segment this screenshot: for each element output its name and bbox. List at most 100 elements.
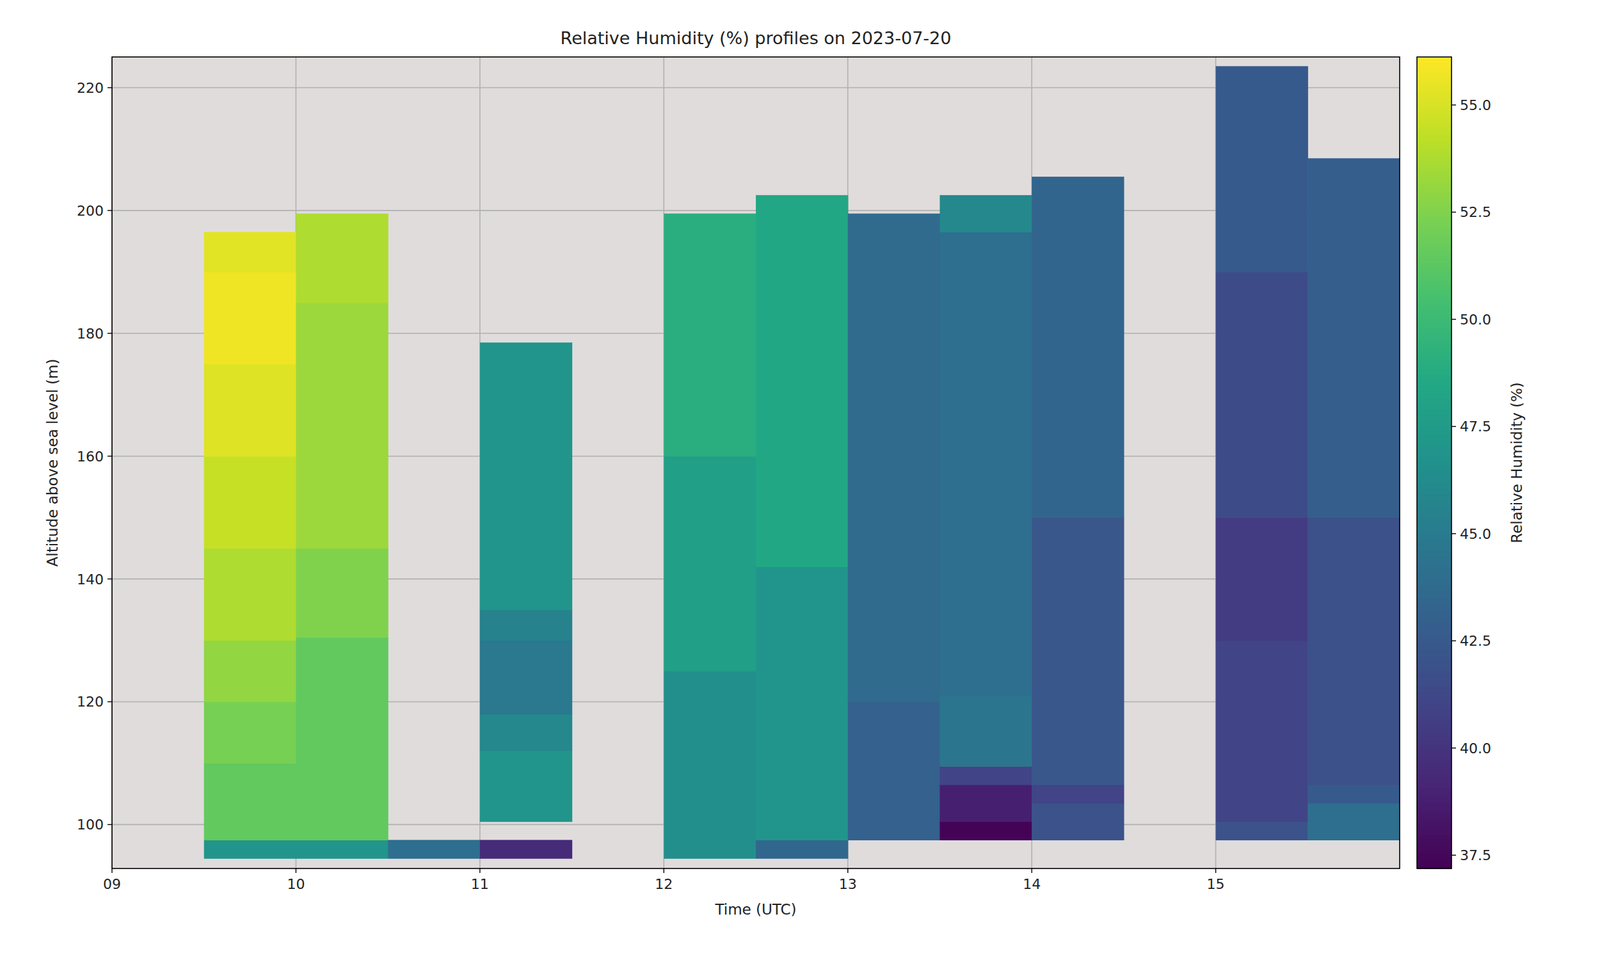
cell	[480, 640, 573, 715]
x-tick-label: 09	[103, 876, 121, 893]
cell	[1216, 272, 1309, 518]
colorbar-tick	[1451, 855, 1456, 856]
cell	[204, 701, 297, 764]
y-tick-label: 180	[76, 325, 104, 342]
cell	[480, 609, 573, 642]
y-axis-label: Altitude above sea level (m)	[44, 359, 61, 568]
x-tick-label: 13	[839, 876, 857, 893]
colorbar-tick	[1451, 104, 1456, 105]
colorbar-tick	[1451, 640, 1456, 642]
cell	[1031, 784, 1124, 804]
x-tick	[111, 868, 112, 873]
cell	[1031, 517, 1124, 786]
colorbar-tick	[1451, 747, 1456, 749]
y-tick	[107, 701, 112, 703]
background	[0, 0, 1600, 960]
colorbar-tick	[1451, 318, 1456, 320]
x-tick	[847, 868, 848, 873]
cells	[204, 65, 1400, 859]
cell	[663, 456, 756, 672]
cell	[204, 548, 297, 642]
y-tick-label: 200	[76, 202, 104, 219]
cell	[1307, 784, 1400, 804]
cell	[1307, 158, 1400, 518]
y-tick	[107, 455, 112, 457]
cell	[295, 302, 388, 549]
cell	[204, 456, 297, 550]
x-tick-label: 10	[286, 876, 305, 893]
cell	[1031, 176, 1124, 518]
cell	[1216, 640, 1309, 823]
cell	[755, 839, 848, 859]
cell	[204, 762, 297, 841]
colorbar-tick-label: 52.5	[1459, 204, 1492, 221]
cell	[480, 839, 573, 859]
cell	[387, 839, 480, 859]
cell	[480, 750, 573, 822]
x-tick	[1031, 868, 1032, 873]
x-tick	[479, 868, 480, 873]
cell	[204, 231, 297, 272]
x-axis-label: Time (UTC)	[714, 901, 797, 918]
x-tick-label: 14	[1022, 876, 1041, 893]
x-tick-label: 11	[471, 876, 489, 893]
y-tick	[107, 209, 112, 211]
colorbar-tick-label: 55.0	[1459, 97, 1492, 114]
title: Relative Humidity (%) profiles on 2023-0…	[560, 28, 952, 48]
cell	[480, 714, 573, 752]
colorbar-frame	[1416, 56, 1452, 869]
cell	[204, 839, 297, 859]
y-tick	[107, 332, 112, 334]
y-tick	[107, 87, 112, 88]
cell	[1031, 803, 1124, 841]
grid-line	[112, 87, 1400, 89]
colorbar-label: Relative Humidity (%)	[1508, 382, 1526, 543]
colorbar	[1416, 56, 1452, 870]
cell	[1307, 517, 1400, 786]
cell	[1216, 65, 1309, 272]
colorbar-tick-label: 37.5	[1459, 847, 1492, 864]
cell	[939, 821, 1032, 841]
cell	[295, 839, 388, 859]
cell	[939, 195, 1032, 233]
y-tick-label: 120	[76, 693, 104, 710]
x-tick	[663, 868, 665, 873]
cell	[848, 701, 941, 840]
cell	[1216, 517, 1309, 642]
x-tick-label: 12	[654, 876, 673, 893]
x-tick	[295, 868, 297, 873]
cell	[755, 566, 848, 841]
y-tick-label: 100	[76, 816, 104, 833]
y-tick	[107, 824, 112, 825]
y-tick	[107, 578, 112, 580]
x-tick-label: 15	[1207, 876, 1225, 893]
x-tick	[1215, 868, 1216, 873]
cell	[939, 231, 1032, 696]
cell	[1216, 821, 1309, 841]
cell	[480, 342, 573, 610]
cell	[204, 364, 297, 457]
colorbar-tick-label: 45.0	[1459, 526, 1492, 543]
cell	[295, 637, 388, 841]
colorbar-tick-label: 47.5	[1459, 418, 1492, 435]
cell	[295, 213, 388, 304]
cell	[939, 695, 1032, 767]
cell	[939, 766, 1032, 785]
cell	[848, 213, 941, 703]
cell	[1307, 803, 1400, 841]
plot-area	[112, 56, 1400, 869]
cell	[663, 671, 756, 859]
colorbar-tick	[1451, 426, 1456, 427]
colorbar-tick	[1451, 211, 1456, 213]
y-tick-label: 160	[76, 448, 104, 465]
plot-frame	[112, 56, 1400, 869]
colorbar-tick-label: 50.0	[1459, 311, 1492, 328]
colorbar-tick	[1451, 533, 1456, 534]
chart: 09101112131415100120140160180200220Relat…	[0, 0, 1600, 960]
cell	[663, 213, 756, 457]
colorbar-tick-label: 40.0	[1459, 740, 1492, 757]
cell	[204, 640, 297, 703]
cell	[295, 548, 388, 639]
cell	[204, 272, 297, 365]
colorbar-tick-label: 42.5	[1459, 632, 1492, 649]
